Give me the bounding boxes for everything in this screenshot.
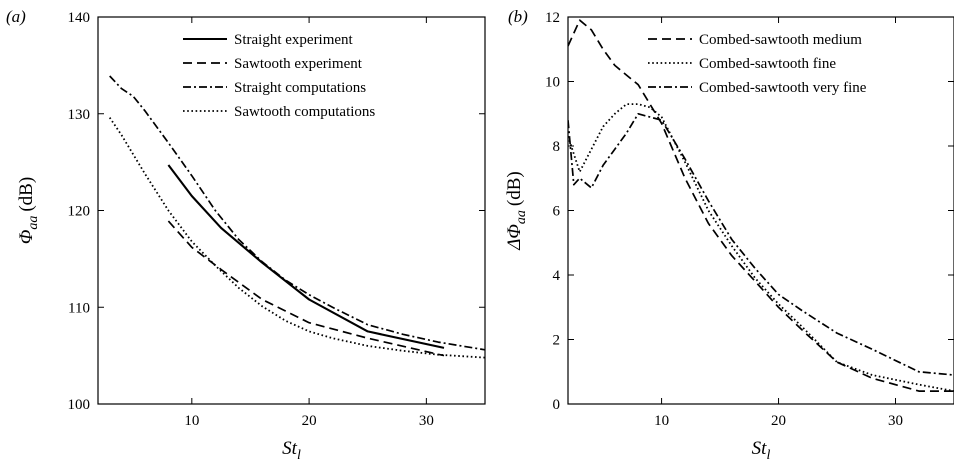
- legend-label: Combed-sawtooth medium: [699, 32, 862, 48]
- panel-a: 10 20 30 100 110 120 130 140 (a) Stl Φaa(dB) Straig…: [6, 7, 486, 463]
- y-tick-label: 130: [68, 107, 91, 123]
- plot-frame: [97, 16, 486, 405]
- x-tick-label: 20: [771, 413, 786, 429]
- x-axis-title: Stl: [282, 438, 301, 463]
- legend-label: Straight experiment: [234, 32, 354, 48]
- legend-label: Sawtooth computations: [234, 104, 375, 120]
- y-tick-label: 6: [553, 204, 561, 220]
- x-tick-label: 30: [888, 413, 903, 429]
- series-line-dashdot: [568, 112, 954, 376]
- series-group: [568, 19, 954, 392]
- panel-label: (a): [6, 7, 26, 26]
- legend-label: Combed-sawtooth fine: [699, 56, 836, 72]
- series-line-dotted: [108, 117, 485, 359]
- y-tick-label: 140: [68, 10, 91, 26]
- x-axis-title: Stl: [752, 438, 771, 463]
- legend-label: Combed-sawtooth very fine: [699, 80, 867, 96]
- y-tick-label: 120: [68, 204, 91, 220]
- x-tick-label: 10: [654, 413, 669, 429]
- x-tick-label: 20: [302, 413, 317, 429]
- y-tick-label: 100: [68, 397, 91, 413]
- y-tick-label: 2: [553, 333, 561, 349]
- series-group: [108, 75, 485, 359]
- y-tick-label: 8: [553, 139, 561, 155]
- legend-label: Straight computations: [234, 80, 366, 96]
- series-line-dotted: [568, 103, 954, 392]
- x-tick-label: 10: [184, 413, 199, 429]
- y-tick-label: 110: [68, 300, 90, 316]
- y-tick-label: 4: [553, 268, 561, 284]
- series-line-dashed: [568, 19, 954, 392]
- x-tick-label: 30: [419, 413, 434, 429]
- y-tick-label: 0: [553, 397, 561, 413]
- y-axis-title: Φaa(dB): [16, 177, 41, 244]
- panel-label: (b): [508, 7, 528, 26]
- y-axis-title: ΔΦaa(dB): [504, 171, 529, 250]
- y-tick-label: 10: [545, 75, 560, 91]
- legend-label: Sawtooth experiment: [234, 56, 363, 72]
- y-tick-label: 12: [545, 10, 560, 26]
- series-line-dashdot: [109, 75, 485, 351]
- panel-b: 10 20 30 0 2 4 6 8 10 12 (b) Stl ΔΦaa(dB) Combed-sawt…: [504, 7, 954, 463]
- series-line-dashed: [167, 220, 445, 357]
